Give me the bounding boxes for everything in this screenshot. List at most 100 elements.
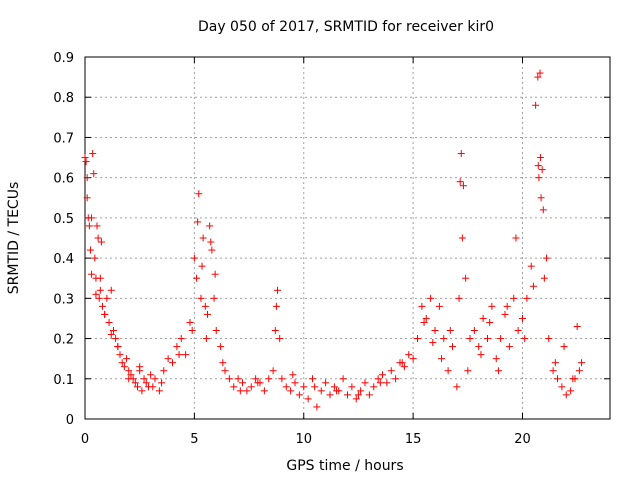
data-point [519,314,526,322]
data-point [554,375,561,383]
data-point [457,150,465,158]
data-point [383,379,391,387]
data-point [131,379,139,387]
data-point [523,294,531,302]
data-point [536,69,544,77]
plot-frame [84,56,611,420]
data-point [578,359,586,367]
data-point [475,343,483,351]
data-point [164,355,172,363]
data-point [118,359,126,367]
data-point [398,359,406,367]
data-point [151,375,159,383]
data-point [488,302,496,310]
data-point [274,286,281,294]
data-point [212,327,220,335]
data-point [210,294,218,302]
data-point [186,318,194,326]
data-point [91,254,99,262]
data-point [414,335,421,343]
data-point [291,379,299,387]
y-tick-label: 0.1 [53,373,74,388]
data-point [105,318,113,326]
data-point [276,335,284,343]
data-point [230,383,238,391]
data-point [177,335,185,343]
data-point [107,331,115,339]
data-point [219,359,227,367]
data-point [211,270,219,278]
data-point [272,302,280,310]
y-tick-label: 0.6 [53,172,74,187]
data-point [107,286,115,294]
data-point [435,302,443,310]
data-point [265,375,273,383]
data-point [239,379,246,387]
data-point [149,383,157,391]
data-point [169,359,176,367]
data-point [477,351,485,359]
data-point [486,318,494,326]
data-point [370,383,378,391]
data-point [492,355,500,363]
data-point [193,274,201,282]
data-point [197,294,205,302]
data-point [514,327,522,335]
data-point [96,274,104,282]
data-point [532,101,540,109]
y-tick-label: 0.7 [53,131,74,146]
data-point [497,335,505,343]
data-point [88,270,96,278]
data-point [429,339,437,347]
data-point [549,367,557,375]
data-point [175,351,183,359]
data-point [134,383,141,391]
y-axis-label: SRMTID / TECUs [6,182,22,295]
data-point [101,310,109,318]
data-point [348,383,356,391]
data-point [540,274,548,282]
data-point [400,363,408,371]
data-point [206,222,214,230]
data-point [127,371,135,379]
data-point [558,383,566,391]
data-point [317,387,325,395]
data-point [182,351,190,359]
axis-ticks [84,56,610,420]
data-point [90,170,98,178]
data-point [534,73,542,81]
data-point [96,286,104,294]
data-point [339,375,347,383]
x-tick-labels: 0 5 10 15 20 [81,432,531,447]
data-point [521,335,529,343]
data-point [560,343,568,351]
data-point [539,206,547,214]
chart-title: Day 050 of 2017, SRMTID for receiver kir… [198,19,494,35]
data-point [562,391,570,399]
data-point [313,403,321,411]
data-point [322,379,330,387]
data-point [93,222,101,230]
data-point [440,335,448,343]
data-point [464,367,472,375]
data-point [190,254,198,262]
data-point [140,375,148,383]
data-point [125,367,133,375]
data-point [529,282,537,290]
data-point [83,194,91,202]
data-point [431,327,439,335]
data-point [94,234,102,242]
data-point [243,387,251,395]
data-point [221,367,229,375]
data-point [82,158,90,166]
data-point [81,154,89,162]
data-point [422,314,430,322]
data-point [123,355,131,363]
data-point [333,387,341,395]
data-point [459,182,467,190]
data-point [527,262,535,270]
data-point [409,355,417,363]
data-point [512,234,520,242]
data-point [207,238,215,246]
data-point [138,387,146,395]
